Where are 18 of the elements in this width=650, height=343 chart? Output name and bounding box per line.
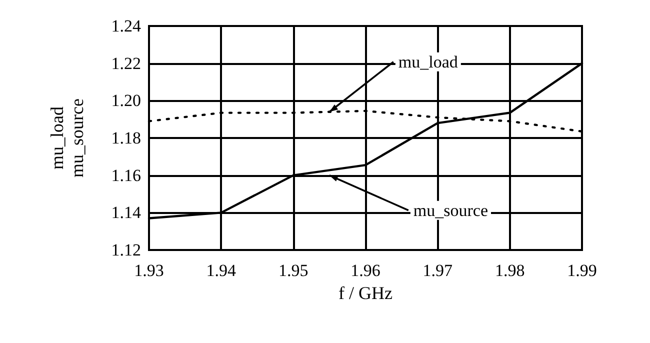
y-axis-title: mu_load mu_source [47,98,87,178]
x-tick-label: 1.95 [278,261,308,280]
x-tick-label: 1.98 [494,261,525,280]
y-tick-label: 1.12 [111,240,141,260]
x-axis-title: f / GHz [338,282,392,303]
y-tick-label: 1.18 [111,128,141,148]
x-tick-label: 1.96 [350,261,380,280]
x-tick-label: 1.97 [422,261,454,280]
x-tick-label: 1.94 [206,261,237,280]
y-tick-label: 1.20 [111,91,141,110]
annotation: mu_load [398,52,458,72]
x-tick-label: 1.93 [134,261,164,280]
x-tick-label: 1.99 [567,261,597,280]
y-tick-label: 1.14 [111,203,142,222]
annotation: mu_source [413,200,488,220]
y-tick-label: 1.16 [111,166,141,185]
y-tick-label: 1.22 [111,54,141,73]
y-tick-label: 1.24 [111,16,142,36]
